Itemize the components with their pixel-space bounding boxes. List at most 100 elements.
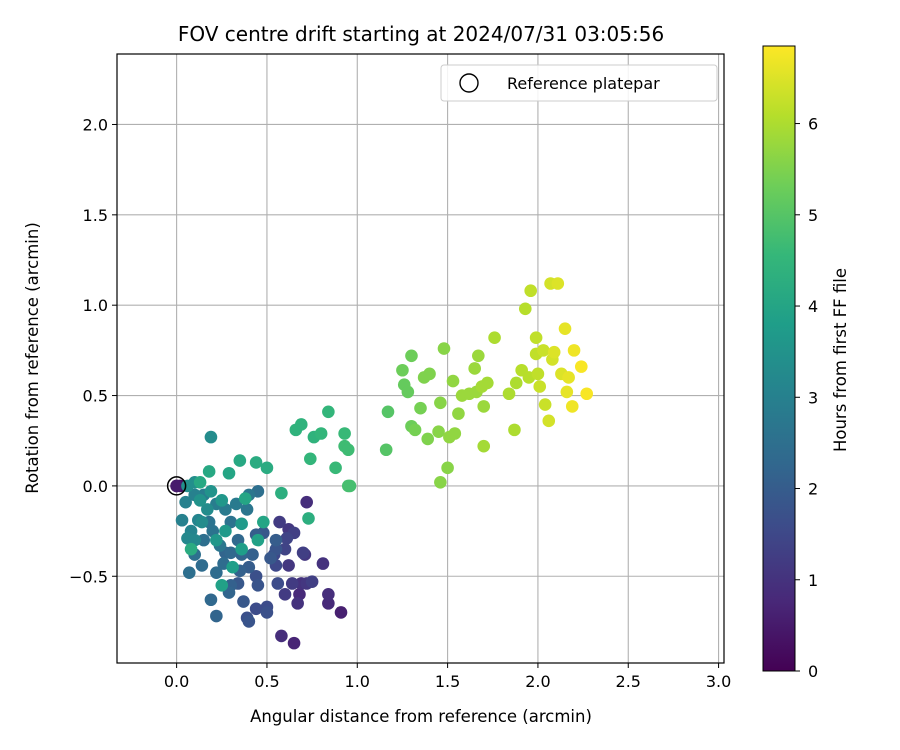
data-point — [182, 566, 196, 579]
reference-platepar-marker — [166, 476, 187, 496]
data-point — [547, 345, 561, 359]
data-point — [175, 513, 189, 527]
legend-box — [440, 64, 718, 102]
data-point — [215, 494, 229, 507]
data-point — [271, 577, 285, 590]
data-point — [275, 486, 288, 500]
data-point — [210, 533, 223, 547]
x-tick-label: 1.0 — [345, 672, 370, 691]
colorbar-ticks: 0 1 2 3 4 5 6 — [795, 115, 818, 681]
y-tick-label: 2.0 — [83, 115, 108, 134]
data-point — [558, 322, 572, 335]
data-point — [201, 503, 214, 516]
data-point — [224, 515, 238, 529]
data-point — [210, 609, 223, 623]
colorbar-tick-label: 1 — [808, 571, 818, 590]
y-axis-ticks: −0.5 0.0 0.5 1.0 1.5 2.0 — [69, 115, 117, 586]
data-point — [423, 367, 436, 381]
data-point — [269, 542, 283, 556]
data-point — [481, 376, 494, 390]
data-point — [314, 427, 328, 440]
data-point — [304, 452, 317, 466]
y-tick-label: 1.5 — [83, 206, 108, 225]
data-point — [235, 517, 248, 531]
data-point — [170, 479, 183, 493]
data-point — [215, 578, 229, 592]
data-point — [379, 443, 393, 457]
data-point — [396, 363, 409, 377]
data-point — [226, 560, 239, 574]
data-point — [285, 577, 299, 590]
data-point — [531, 367, 545, 381]
data-point — [338, 427, 351, 440]
data-point — [565, 400, 579, 413]
x-tick-label: 3.0 — [706, 672, 731, 691]
data-point — [260, 461, 274, 475]
data-point — [432, 425, 445, 438]
data-point — [179, 495, 192, 509]
data-point — [287, 636, 301, 650]
colorbar-tick-label: 6 — [808, 115, 818, 134]
data-point — [560, 385, 574, 399]
data-point — [343, 479, 357, 493]
y-axis-label: Rotation from reference (arcmin) — [23, 222, 42, 494]
x-axis-label: Angular distance from reference (arcmin) — [250, 707, 592, 726]
x-tick-label: 1.5 — [435, 672, 460, 691]
legend-marker-open-circle — [459, 73, 479, 93]
data-point — [434, 475, 447, 489]
data-point — [551, 277, 565, 290]
data-point — [260, 606, 274, 619]
legend-entry-label: Reference platepar — [507, 74, 660, 93]
data-point — [567, 344, 581, 357]
data-point — [421, 432, 435, 446]
legend: Reference platepar — [440, 64, 718, 102]
data-point — [202, 465, 216, 478]
data-point — [533, 380, 547, 393]
x-axis-ticks: 0.0 0.5 1.0 1.5 2.0 2.5 3.0 — [164, 663, 731, 691]
data-point — [269, 533, 283, 547]
data-point — [322, 597, 335, 610]
data-point — [233, 454, 247, 467]
data-point — [249, 456, 263, 469]
colorbar-tick-label: 2 — [808, 480, 818, 499]
data-point — [251, 578, 265, 592]
data-point — [222, 466, 236, 480]
data-point — [477, 439, 491, 453]
data-point — [488, 331, 501, 345]
x-tick-label: 0.5 — [254, 672, 279, 691]
data-point — [341, 443, 355, 457]
data-point — [537, 344, 550, 357]
data-point — [219, 524, 232, 538]
data-point — [195, 515, 209, 529]
data-point — [322, 405, 335, 419]
data-point — [502, 387, 516, 401]
data-point — [518, 302, 532, 316]
colorbar-tick-label: 5 — [808, 206, 818, 225]
data-point — [405, 349, 418, 363]
data-point — [562, 371, 575, 384]
colorbar-gradient — [762, 45, 796, 672]
data-point — [322, 588, 335, 601]
data-point — [434, 396, 447, 410]
data-point — [401, 385, 415, 399]
data-point — [381, 405, 395, 419]
data-point — [197, 533, 211, 547]
data-point — [282, 559, 295, 572]
data-point — [278, 588, 292, 601]
data-point — [249, 602, 263, 616]
data-point — [574, 360, 588, 373]
data-point — [280, 532, 294, 545]
data-point — [468, 362, 481, 375]
data-point — [524, 284, 537, 298]
data-point — [237, 595, 250, 608]
data-point — [193, 475, 207, 489]
y-tick-label: 0.0 — [83, 477, 108, 496]
data-point — [195, 559, 209, 572]
data-point — [296, 546, 310, 560]
data-point — [437, 342, 451, 355]
x-tick-label: 2.0 — [525, 672, 550, 691]
data-point — [529, 331, 543, 345]
data-point — [334, 606, 348, 619]
colorbar-tick-label: 0 — [808, 662, 818, 681]
y-tick-label: 1.0 — [83, 296, 108, 315]
